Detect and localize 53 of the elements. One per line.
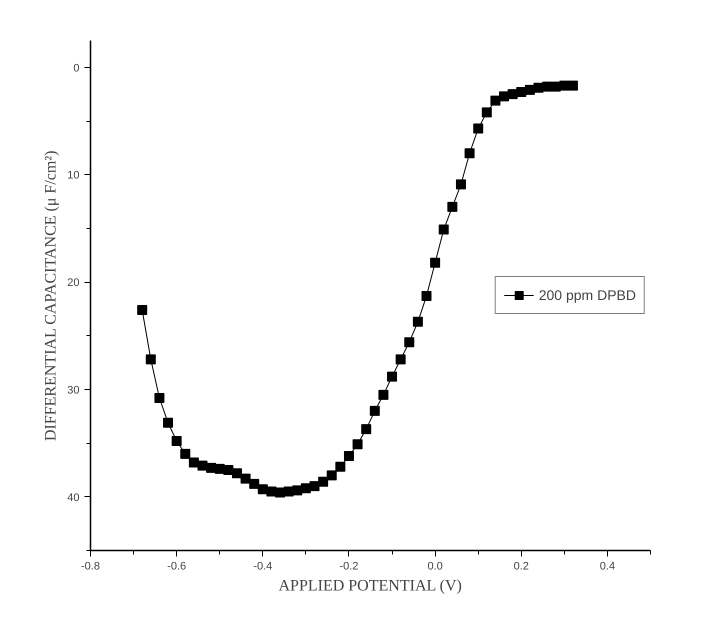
x-tick-label: -0.8	[81, 560, 100, 572]
point	[464, 148, 475, 158]
point	[223, 464, 234, 475]
point	[422, 291, 432, 302]
point	[482, 107, 492, 118]
x-tick-label: -0.6	[167, 560, 186, 572]
point	[163, 418, 174, 428]
point	[318, 476, 328, 487]
point	[508, 89, 518, 100]
point	[180, 448, 190, 459]
point	[154, 393, 164, 404]
point	[568, 80, 578, 91]
point	[284, 486, 294, 496]
point	[550, 82, 561, 92]
point	[447, 202, 458, 212]
y-tick-label: 30	[67, 384, 80, 396]
point	[490, 96, 500, 106]
point	[344, 451, 354, 462]
point	[249, 478, 260, 489]
point	[387, 372, 398, 382]
y-tick-label: 20	[67, 277, 80, 290]
point	[361, 424, 372, 434]
point	[232, 468, 242, 478]
point	[473, 124, 484, 134]
point	[352, 439, 363, 450]
point	[438, 224, 449, 234]
x-tick-label: -0.2	[339, 560, 358, 572]
y-tick-label: 0	[73, 62, 80, 74]
x-tick-label: 0.0	[427, 560, 443, 572]
point	[137, 304, 148, 315]
x-tick-label: 0.4	[600, 560, 616, 572]
point	[172, 436, 182, 446]
point	[240, 474, 251, 484]
legend-label: 200 ppm DPBD	[538, 287, 636, 303]
y-axis-title: DIFFERENTIAL CAPACITANCE (μ F/cm²)	[42, 150, 60, 442]
y-tick-label: 10	[67, 170, 80, 182]
x-tick-label: -0.4	[253, 560, 272, 572]
point	[456, 179, 466, 190]
point	[404, 337, 414, 348]
point	[378, 390, 388, 400]
point	[396, 354, 406, 364]
point	[326, 470, 337, 480]
point	[146, 354, 156, 364]
point	[335, 462, 346, 472]
x-axis-title: APPLIED POTENTIAL (V)	[278, 578, 462, 594]
y-tick-label: 40	[67, 492, 80, 504]
point	[370, 406, 380, 416]
point	[188, 457, 199, 468]
point	[412, 316, 423, 327]
point	[430, 258, 440, 268]
point	[214, 464, 225, 474]
x-tick-label: 0.2	[514, 560, 529, 572]
point	[310, 481, 320, 492]
